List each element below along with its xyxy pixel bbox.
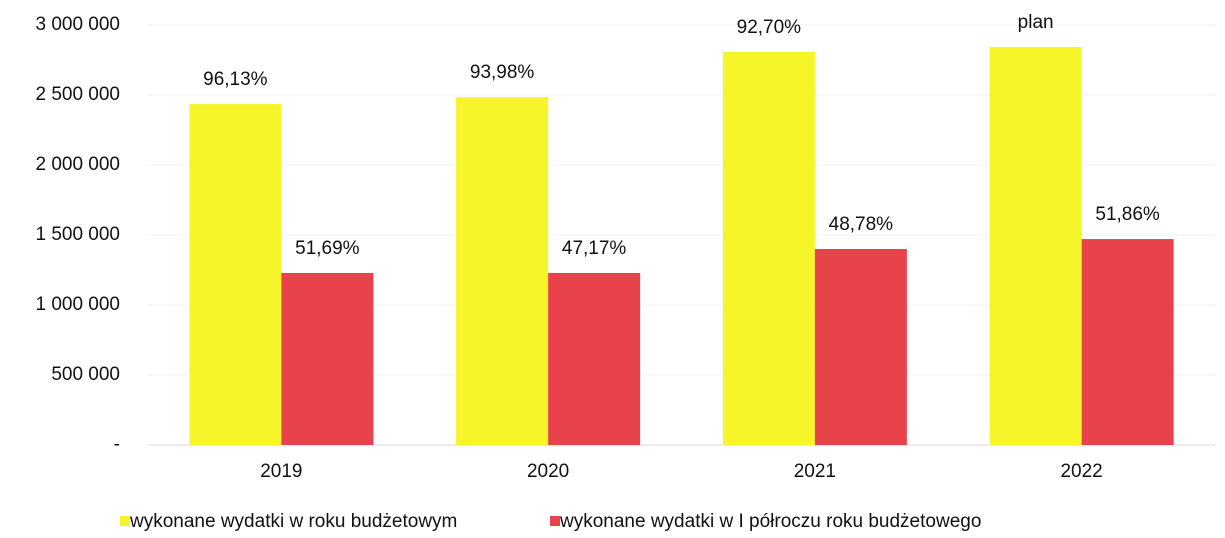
y-tick-label: 500 000 [51, 364, 120, 385]
x-tick-label: 2021 [794, 461, 836, 482]
bar-annotation: 92,70% [737, 17, 802, 38]
legend-swatch [550, 516, 560, 526]
y-tick-label: 2 500 000 [35, 84, 120, 105]
bar [814, 249, 907, 445]
bar-annotation: 47,17% [562, 238, 627, 259]
y-tick-label: 2 000 000 [35, 154, 120, 175]
legend-label: wykonane wydatki w roku budżetowym [129, 511, 457, 532]
legend-label: wykonane wydatki w I półroczu roku budże… [559, 511, 981, 532]
bar [281, 272, 374, 445]
legend-swatch [120, 516, 130, 526]
bar [189, 104, 282, 445]
bar [989, 46, 1082, 445]
x-tick-label: 2019 [260, 461, 302, 482]
bar-annotation: 51,86% [1095, 204, 1160, 225]
bar-annotation: 96,13% [203, 69, 268, 90]
bar-annotation: 51,69% [295, 238, 360, 259]
bar [1081, 239, 1174, 445]
x-tick-label: 2022 [1060, 461, 1102, 482]
y-tick-label: 3 000 000 [35, 14, 120, 35]
bar-annotation: 93,98% [470, 62, 535, 83]
bar-annotation: 48,78% [829, 214, 894, 235]
bar [722, 52, 815, 446]
x-tick-label: 2020 [527, 461, 569, 482]
y-tick-label: - [114, 434, 120, 455]
bar-annotation: plan [1018, 12, 1054, 33]
y-tick-label: 1 000 000 [35, 294, 120, 315]
y-tick-label: 1 500 000 [35, 224, 120, 245]
bar [548, 272, 641, 445]
bar [456, 97, 549, 445]
